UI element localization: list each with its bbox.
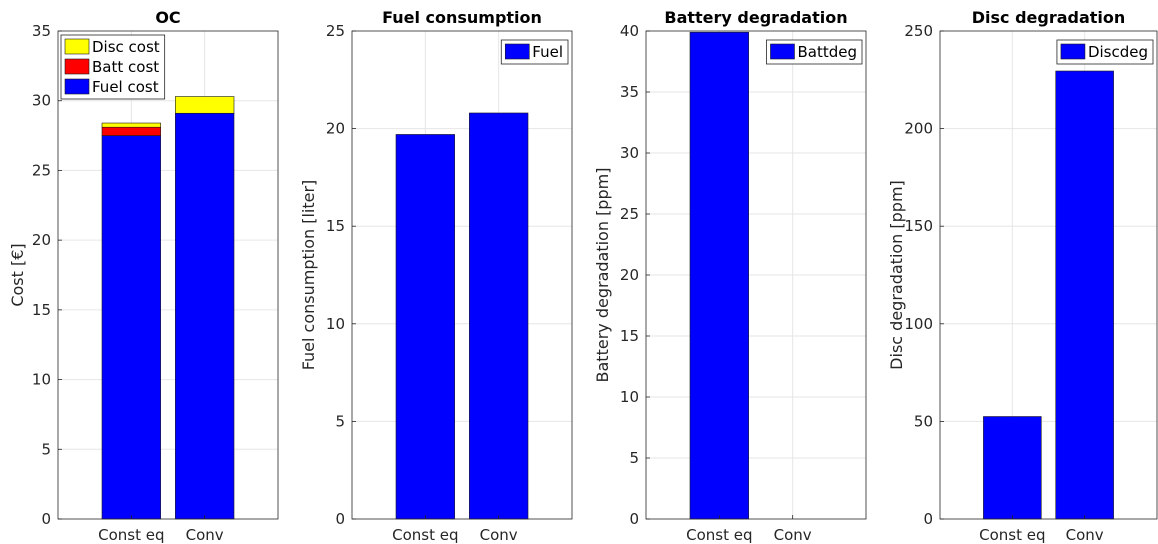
x-tick-label: Conv	[480, 526, 518, 544]
bar-disc-cost-conv	[175, 96, 235, 114]
x-tick-label: Conv	[186, 526, 224, 544]
legend-swatch-fuel-cost	[64, 78, 90, 95]
chart-1: 0 5 10 15 20 25 30 35 Const eq Conv OC Cost [€] Disc…	[8, 8, 279, 544]
y-tick-label: 0	[335, 510, 345, 528]
x-tick-label: Const eq	[686, 526, 752, 544]
legend-swatch-fuel	[504, 43, 530, 60]
y-tick-label: 100	[904, 315, 933, 333]
y-tick-label: 10	[326, 315, 345, 333]
chart-3: 0 5 10 15 20 25 30 35 40 Const eq Conv Battery degr…	[593, 8, 867, 544]
bar-fuel-cost-const-eq	[101, 135, 161, 520]
axes-box	[351, 30, 573, 520]
y-tick-label: 10	[32, 371, 51, 389]
y-axis-label: Disc degradation [ppm]	[887, 180, 906, 370]
y-tick-label: 0	[629, 510, 639, 528]
bar-fuel-const-eq	[395, 134, 455, 520]
y-tick-label: 35	[32, 22, 51, 40]
bar-battdeg-const-eq	[689, 31, 749, 520]
y-tick-label: 0	[41, 510, 51, 528]
bar-fuel-cost-conv	[175, 112, 235, 520]
y-tick-label: 30	[620, 144, 639, 162]
bar-batt-cost-const-eq	[101, 126, 161, 136]
y-tick-label: 5	[41, 440, 51, 458]
bar-disc-cost-const-eq	[101, 122, 161, 128]
y-tick-label: 30	[32, 92, 51, 110]
legend-swatch-battdeg	[770, 43, 795, 60]
y-tick-label: 40	[620, 22, 639, 40]
x-tick-label: Const eq	[979, 526, 1045, 544]
legend-swatch-discdeg	[1060, 43, 1086, 60]
y-tick-label: 5	[335, 412, 345, 430]
chart-title: OC	[155, 8, 180, 27]
y-tick-label: 25	[620, 205, 639, 223]
y-tick-label: 25	[32, 161, 51, 179]
legend-label-fuel-cost: Fuel cost	[92, 78, 159, 96]
legend: Discdeg	[1056, 39, 1154, 65]
y-tick-label: 20	[326, 120, 345, 138]
y-tick-label: 150	[904, 217, 933, 235]
y-tick-label: 250	[904, 22, 933, 40]
y-tick-label: 15	[620, 327, 639, 345]
chart-title: Disc degradation	[972, 8, 1126, 27]
legend-label-fuel: Fuel	[532, 43, 563, 61]
legend-swatch-disc-cost	[64, 38, 90, 55]
axes-box	[939, 30, 1158, 520]
legend-label-disc-cost: Disc cost	[92, 38, 160, 56]
bar-discdeg-conv	[1055, 70, 1114, 520]
y-tick-label: 0	[923, 510, 933, 528]
y-tick-label: 20	[620, 266, 639, 284]
y-tick-label: 5	[629, 449, 639, 467]
chart-2: 0 5 10 15 20 25 Const eq Conv Fuel consumption Fu…	[299, 8, 573, 544]
legend-label-batt-cost: Batt cost	[92, 58, 159, 76]
x-tick-label: Conv	[774, 526, 812, 544]
bar-fuel-conv	[469, 112, 529, 520]
axes-box	[57, 30, 279, 520]
chart-4: 0 50 100 150 200 250 Const eq Conv Disc degradat…	[887, 8, 1158, 544]
x-tick-label: Conv	[1066, 526, 1104, 544]
legend: Disc cost Batt cost Fuel cost	[60, 34, 166, 100]
legend: Fuel	[500, 39, 569, 65]
y-tick-label: 10	[620, 388, 639, 406]
y-tick-label: 15	[32, 301, 51, 319]
y-axis-label: Battery degradation [ppm]	[593, 168, 612, 383]
legend-label-battdeg: Battdeg	[797, 43, 857, 61]
y-axis-label: Fuel consumption [liter]	[299, 180, 318, 371]
y-tick-label: 200	[904, 120, 933, 138]
legend: Battdeg	[766, 39, 863, 65]
y-axis-label: Cost [€]	[8, 243, 27, 306]
y-tick-label: 25	[326, 22, 345, 40]
legend-label-discdeg: Discdeg	[1088, 43, 1148, 61]
chart-title: Fuel consumption	[382, 8, 542, 27]
y-tick-label: 50	[914, 412, 933, 430]
legend-swatch-batt-cost	[64, 58, 90, 75]
x-tick-label: Const eq	[392, 526, 458, 544]
bar-discdeg-const-eq	[983, 416, 1042, 520]
x-tick-label: Const eq	[98, 526, 164, 544]
chart-title: Battery degradation	[664, 8, 847, 27]
y-tick-label: 20	[32, 231, 51, 249]
y-tick-label: 35	[620, 83, 639, 101]
y-tick-label: 15	[326, 217, 345, 235]
